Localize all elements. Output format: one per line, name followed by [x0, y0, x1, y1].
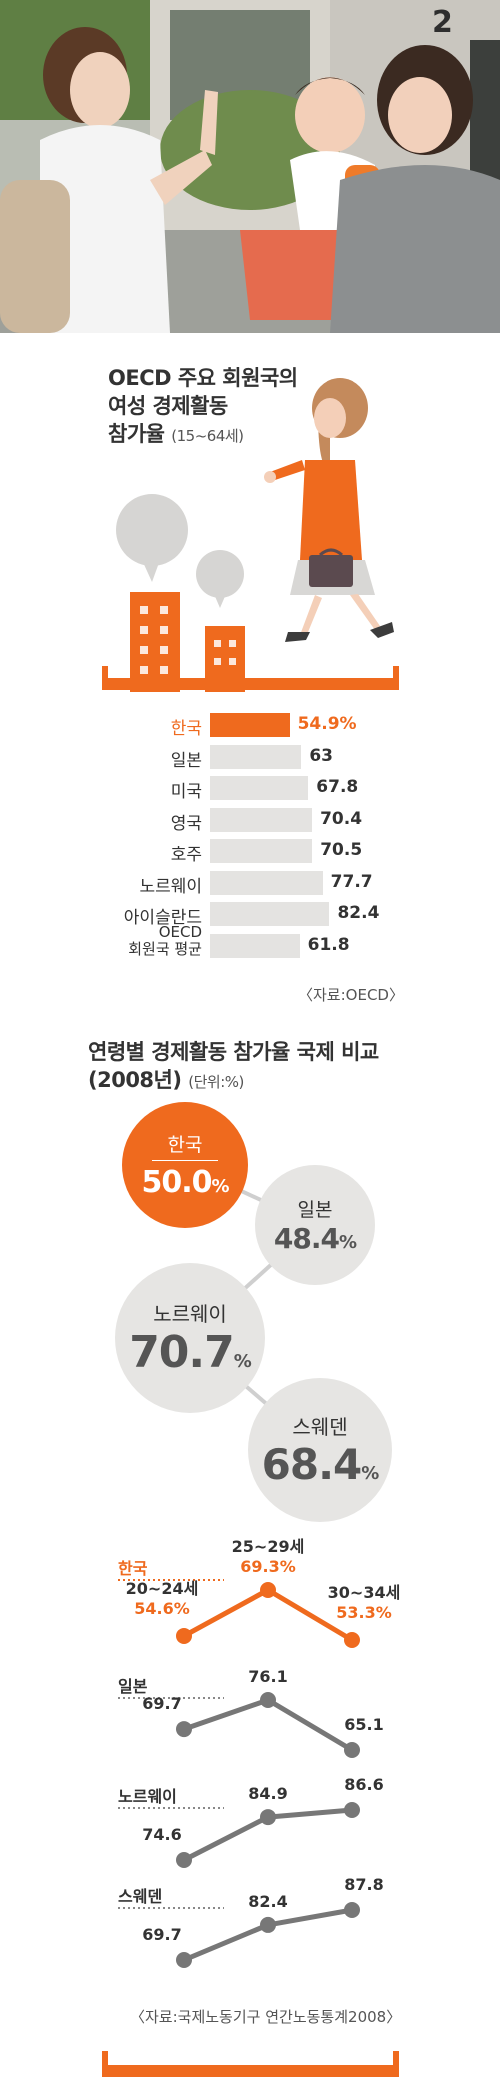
chart1-title: OECD 주요 회원국의 여성 경제활동 참가율 (15~64세) — [108, 364, 298, 450]
chart1-title-line3: 참가율 — [108, 422, 165, 446]
data-point — [260, 1916, 276, 1933]
bar — [210, 870, 323, 895]
bubble: 일본 48.4% — [255, 1165, 375, 1285]
chart2-title-line2: (2008년) — [88, 1068, 182, 1092]
bar-value: 63 — [309, 745, 334, 766]
bar — [210, 776, 309, 800]
bar-label: 한국 — [170, 719, 202, 739]
data-point — [176, 1952, 192, 1968]
bubble-chart: 한국 50.0% 일본 48.4% 노르웨이 70.7% 스웨덴 68.4% — [0, 1100, 500, 1530]
data-label: 69.7 — [142, 1694, 181, 1713]
photo-illustration: 2 — [0, 0, 500, 333]
bubble-value: 70.7% — [129, 1327, 252, 1378]
x-tick-label: 25~29세 — [232, 1537, 305, 1556]
bar-label: 영국 — [170, 813, 202, 834]
bar — [210, 744, 302, 769]
bar — [210, 807, 313, 832]
bar — [210, 933, 300, 958]
bubble-unit: % — [233, 1351, 252, 1372]
data-point — [260, 1809, 276, 1826]
chart1-title-line1: OECD 주요 회원국의 — [108, 366, 298, 390]
bar-value: 67.8 — [316, 777, 359, 797]
bubble-value: 48.4% — [273, 1222, 357, 1255]
bar-value: 77.7 — [330, 871, 373, 892]
bubble: 노르웨이 70.7% — [115, 1263, 265, 1413]
bubble: 스웨덴 68.4% — [248, 1378, 392, 1522]
data-point — [344, 1902, 360, 1918]
bar-value: 70.4 — [320, 808, 363, 829]
data-label: 65.1 — [344, 1715, 383, 1734]
data-point — [176, 1627, 192, 1644]
line-series-name: 한국 — [118, 1559, 148, 1578]
line-chart: 한국54.6%20~24세69.3%25~29세53.3%30~34세일본69.… — [118, 1537, 401, 1968]
bubble-unit: % — [211, 1176, 229, 1197]
data-point — [344, 1742, 360, 1758]
bottom-bracket — [102, 2051, 399, 2077]
line-series-name: 노르웨이 — [118, 1787, 177, 1806]
data-point — [260, 1582, 276, 1598]
bar — [210, 839, 313, 863]
bar-value: 82.4 — [337, 903, 380, 923]
data-label: 76.1 — [248, 1667, 287, 1686]
bar-value: 70.5 — [320, 840, 363, 860]
bar — [210, 713, 290, 737]
bar — [210, 902, 330, 926]
bubble-label: 스웨덴 — [292, 1415, 348, 1439]
bubble-label: 일본 — [297, 1199, 333, 1221]
line-series-name: 스웨덴 — [118, 1887, 162, 1906]
data-label: 54.6% — [134, 1599, 190, 1618]
chart3-source: 〈자료:국제노동기구 연간노동통계2008〉 — [130, 2008, 402, 2026]
bubble-unit: % — [361, 1463, 379, 1484]
bar-label: 아이슬란드 — [123, 908, 202, 928]
x-tick-label: 30~34세 — [328, 1583, 401, 1602]
data-label: 69.7 — [142, 1925, 181, 1944]
chart2-title: 연령별 경제활동 참가율 국제 비교 (2008년) (단위:%) — [88, 1038, 379, 1096]
data-label: 74.6 — [142, 1825, 181, 1844]
chart2-title-sub: (단위:%) — [188, 1073, 244, 1091]
chart1-title-sub: (15~64세) — [171, 427, 244, 445]
bar-label: 일본 — [170, 750, 202, 771]
data-label: 87.8 — [344, 1875, 383, 1894]
bubble: 한국 50.0% — [122, 1102, 248, 1228]
bubble-label: 노르웨이 — [153, 1302, 227, 1326]
bar-label: 호주 — [170, 845, 202, 865]
bar-label: 노르웨이 — [139, 876, 202, 897]
x-tick-label: 20~24세 — [126, 1579, 199, 1598]
data-point — [344, 1632, 360, 1648]
bubble-value: 68.4% — [261, 1440, 380, 1489]
data-label: 82.4 — [248, 1892, 287, 1911]
bar-value: 54.9% — [297, 714, 357, 734]
data-point — [176, 1721, 192, 1738]
line-series-name: 일본 — [118, 1677, 148, 1696]
chart1-illustration — [102, 378, 399, 692]
chart1-title-line2: 여성 경제활동 — [108, 394, 228, 418]
data-point — [260, 1692, 276, 1708]
data-point — [344, 1802, 360, 1818]
top-photo: 2 — [0, 0, 500, 333]
bubble-value: 50.0% — [141, 1165, 229, 1200]
bubble-unit: % — [339, 1232, 357, 1253]
bubble-label: 한국 — [152, 1130, 218, 1161]
data-point — [176, 1852, 192, 1868]
data-label: 69.3% — [240, 1557, 296, 1576]
bar-label: OECD 회원국 평균 — [128, 922, 202, 958]
data-label: 86.6 — [344, 1775, 383, 1794]
data-label: 84.9 — [248, 1784, 287, 1803]
data-label: 53.3% — [336, 1603, 392, 1622]
chart1-source: 〈자료:OECD〉 — [298, 986, 404, 1004]
bar-chart: 한국 54.9% 일본 63 미국 67.8 영국 70.4 호주 70.5 노르웨이 77.7 아이슬… — [0, 705, 500, 1005]
page-number: 2 — [432, 5, 453, 40]
bar-label: 미국 — [170, 782, 202, 802]
chart2-title-line1: 연령별 경제활동 참가율 국제 비교 — [88, 1040, 379, 1064]
bar-value: 61.8 — [307, 934, 350, 955]
